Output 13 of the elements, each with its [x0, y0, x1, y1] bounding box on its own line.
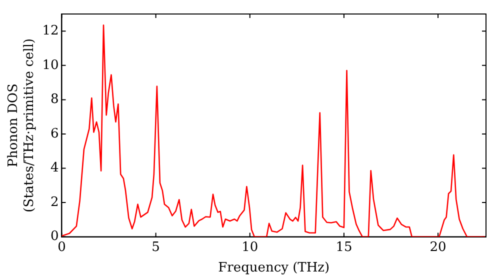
- y-tick-label: 2: [50, 194, 59, 210]
- x-tick-label: 5: [152, 240, 160, 255]
- y-tick-label: 0: [50, 229, 59, 244]
- x-tick-label: 20: [430, 240, 446, 255]
- y-tick-label: 12: [42, 24, 59, 39]
- y-tick-label: 6: [50, 126, 59, 142]
- x-axis-title: Frequency (THz): [218, 260, 330, 276]
- y-tick-label: 10: [42, 58, 59, 73]
- y-tick-label: 8: [50, 92, 59, 108]
- y-axis-title: Phonon DOS (States/THz·primitive cell): [6, 38, 37, 212]
- y-tick-label: 4: [50, 160, 59, 176]
- x-tick-label: 15: [336, 240, 352, 255]
- x-tick-label: 10: [242, 240, 258, 255]
